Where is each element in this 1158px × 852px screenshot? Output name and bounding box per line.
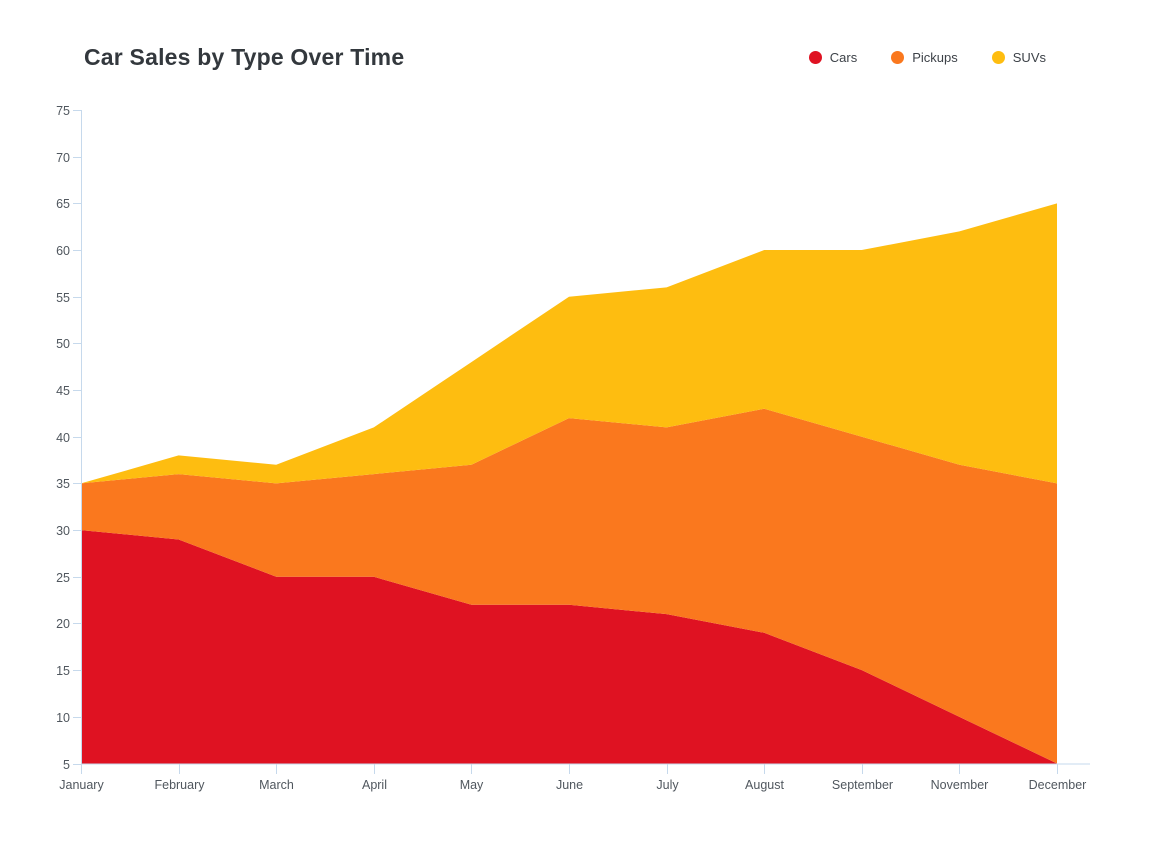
y-tick-label: 35 [56, 477, 70, 491]
legend-swatch-icon [808, 51, 822, 64]
y-tick-label: 50 [56, 337, 70, 351]
y-tick-label: 5 [63, 758, 70, 772]
y-tick-label: 65 [56, 197, 70, 211]
y-tick-label: 10 [56, 711, 70, 725]
x-tick-label: September [832, 778, 893, 792]
x-tick-label: December [1029, 778, 1087, 792]
y-tick-label: 45 [56, 384, 70, 398]
x-tick-label: May [460, 778, 484, 792]
legend-item-suvs[interactable]: SUVs [991, 50, 1046, 65]
legend-item-label: Pickups [912, 50, 958, 65]
legend-swatch-icon [991, 51, 1005, 64]
area-suvs [81, 203, 1057, 484]
y-tick-label: 70 [56, 151, 70, 165]
y-tick-label: 30 [56, 524, 70, 538]
legend-swatch-icon [891, 51, 905, 64]
y-tick-label: 40 [56, 431, 70, 445]
legend-item-cars[interactable]: Cars [808, 50, 858, 65]
y-tick-label: 75 [56, 104, 70, 118]
chart-legend: Cars Pickups SUVs [808, 50, 1046, 65]
x-tick-label: November [931, 778, 989, 792]
y-tick-label: 20 [56, 617, 70, 631]
x-tick-label: July [656, 778, 679, 792]
y-tick-label: 15 [56, 664, 70, 678]
legend-item-pickups[interactable]: Pickups [891, 50, 958, 65]
legend-item-label: Cars [829, 50, 858, 65]
chart-title: Car Sales by Type Over Time [84, 44, 405, 70]
y-tick-label: 60 [56, 244, 70, 258]
x-tick-label: February [154, 778, 205, 792]
y-tick-label: 25 [56, 571, 70, 585]
x-tick-label: March [259, 778, 294, 792]
x-tick-label: April [362, 778, 387, 792]
x-tick-label: June [556, 778, 583, 792]
area-pickups [81, 408, 1057, 764]
x-tick-label: August [745, 778, 784, 792]
area-cars [81, 530, 1057, 764]
legend-item-label: SUVs [1012, 50, 1046, 65]
x-tick-label: January [59, 778, 104, 792]
y-tick-label: 55 [56, 291, 70, 305]
